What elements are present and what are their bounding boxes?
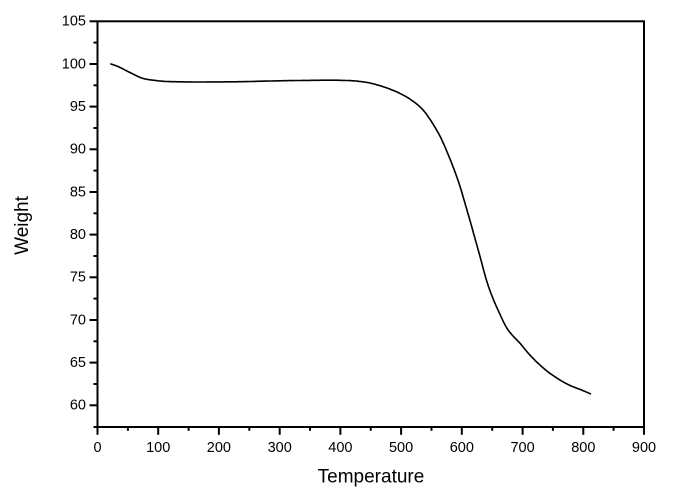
svg-text:95: 95 xyxy=(70,99,86,115)
svg-text:60: 60 xyxy=(70,398,86,414)
svg-text:Weight: Weight xyxy=(12,195,33,255)
svg-text:0: 0 xyxy=(93,440,101,456)
svg-text:75: 75 xyxy=(70,270,86,286)
svg-text:800: 800 xyxy=(571,440,595,456)
svg-text:100: 100 xyxy=(62,56,86,72)
svg-text:90: 90 xyxy=(70,142,86,158)
svg-text:85: 85 xyxy=(70,184,86,200)
svg-text:65: 65 xyxy=(70,355,86,371)
svg-text:900: 900 xyxy=(632,440,656,456)
svg-text:300: 300 xyxy=(268,440,292,456)
svg-text:200: 200 xyxy=(207,440,231,456)
svg-text:100: 100 xyxy=(146,440,170,456)
svg-text:600: 600 xyxy=(450,440,474,456)
svg-text:70: 70 xyxy=(70,312,86,328)
svg-text:500: 500 xyxy=(389,440,413,456)
svg-text:80: 80 xyxy=(70,227,86,243)
svg-text:Temperature: Temperature xyxy=(318,466,425,487)
svg-text:105: 105 xyxy=(62,14,86,30)
svg-text:400: 400 xyxy=(328,440,352,456)
svg-text:700: 700 xyxy=(510,440,534,456)
